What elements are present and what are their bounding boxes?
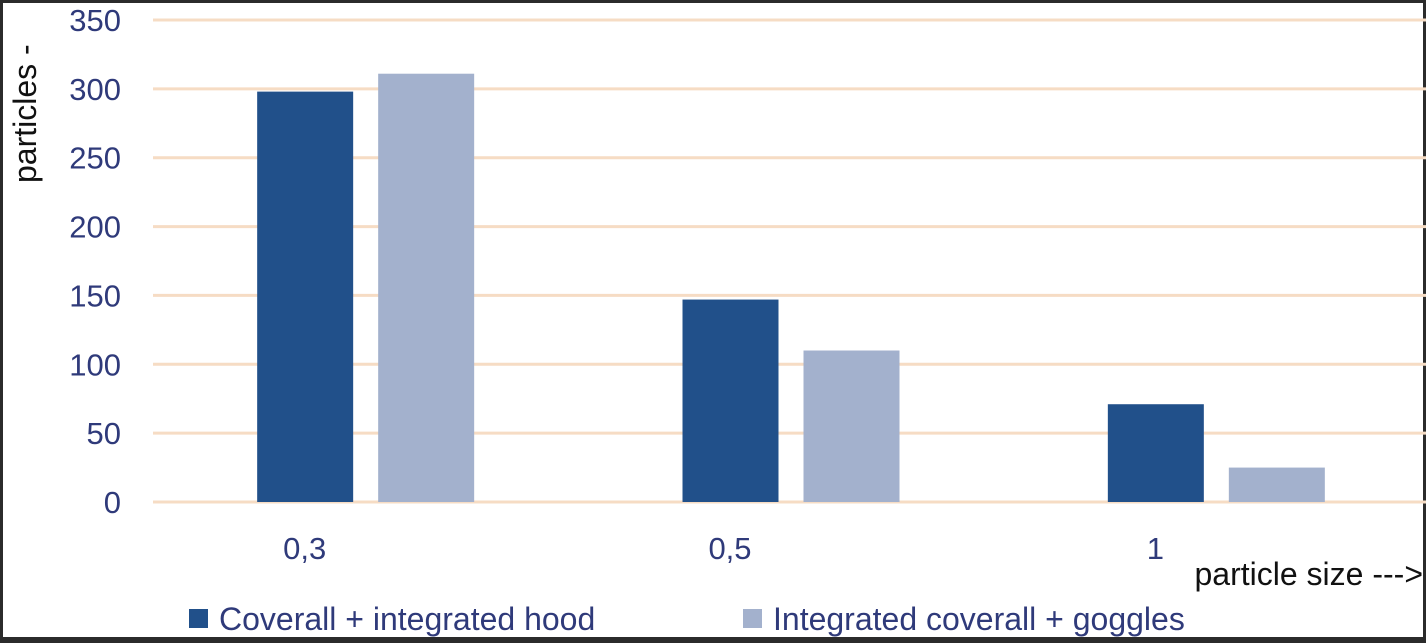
bar-series-2 [1228, 467, 1325, 502]
bars [257, 73, 1325, 503]
y-tick-label: 250 [69, 141, 121, 176]
x-axis-title: particle size ---> [1195, 556, 1424, 592]
x-tick-label: 0,3 [283, 531, 326, 566]
y-tick-label: 100 [69, 347, 121, 382]
bar-series-2 [378, 73, 475, 503]
y-tick-label: 0 [104, 485, 121, 520]
bar-series-1 [1107, 404, 1204, 502]
bar-series-1 [682, 299, 779, 502]
y-tick-label: 350 [69, 3, 121, 38]
y-tick-label: 50 [87, 416, 121, 451]
legend-label: Coverall + integrated hood [219, 601, 595, 637]
x-axis-ticks: 0,3 0,5 1 [283, 531, 1164, 566]
y-axis-title: particles - [7, 44, 43, 183]
legend-label: Integrated coverall + goggles [773, 601, 1185, 637]
y-tick-label: 150 [69, 278, 121, 313]
y-axis-ticks: 0 50 100 150 200 250 300 350 [69, 3, 121, 520]
bar-series-1 [257, 91, 354, 503]
gridlines [153, 18, 1426, 504]
bar-series-2 [803, 350, 900, 502]
legend-swatch [743, 609, 762, 628]
x-tick-label: 0,5 [708, 531, 751, 566]
legend-swatch [189, 609, 208, 628]
y-tick-label: 300 [69, 72, 121, 107]
y-tick-label: 200 [69, 210, 121, 245]
legend: Coverall + integrated hood Integrated cov… [189, 601, 1185, 637]
bar-chart: 0 50 100 150 200 250 300 350 0,3 0,5 1 particles … [7, 3, 1426, 637]
x-tick-label: 1 [1147, 531, 1164, 566]
